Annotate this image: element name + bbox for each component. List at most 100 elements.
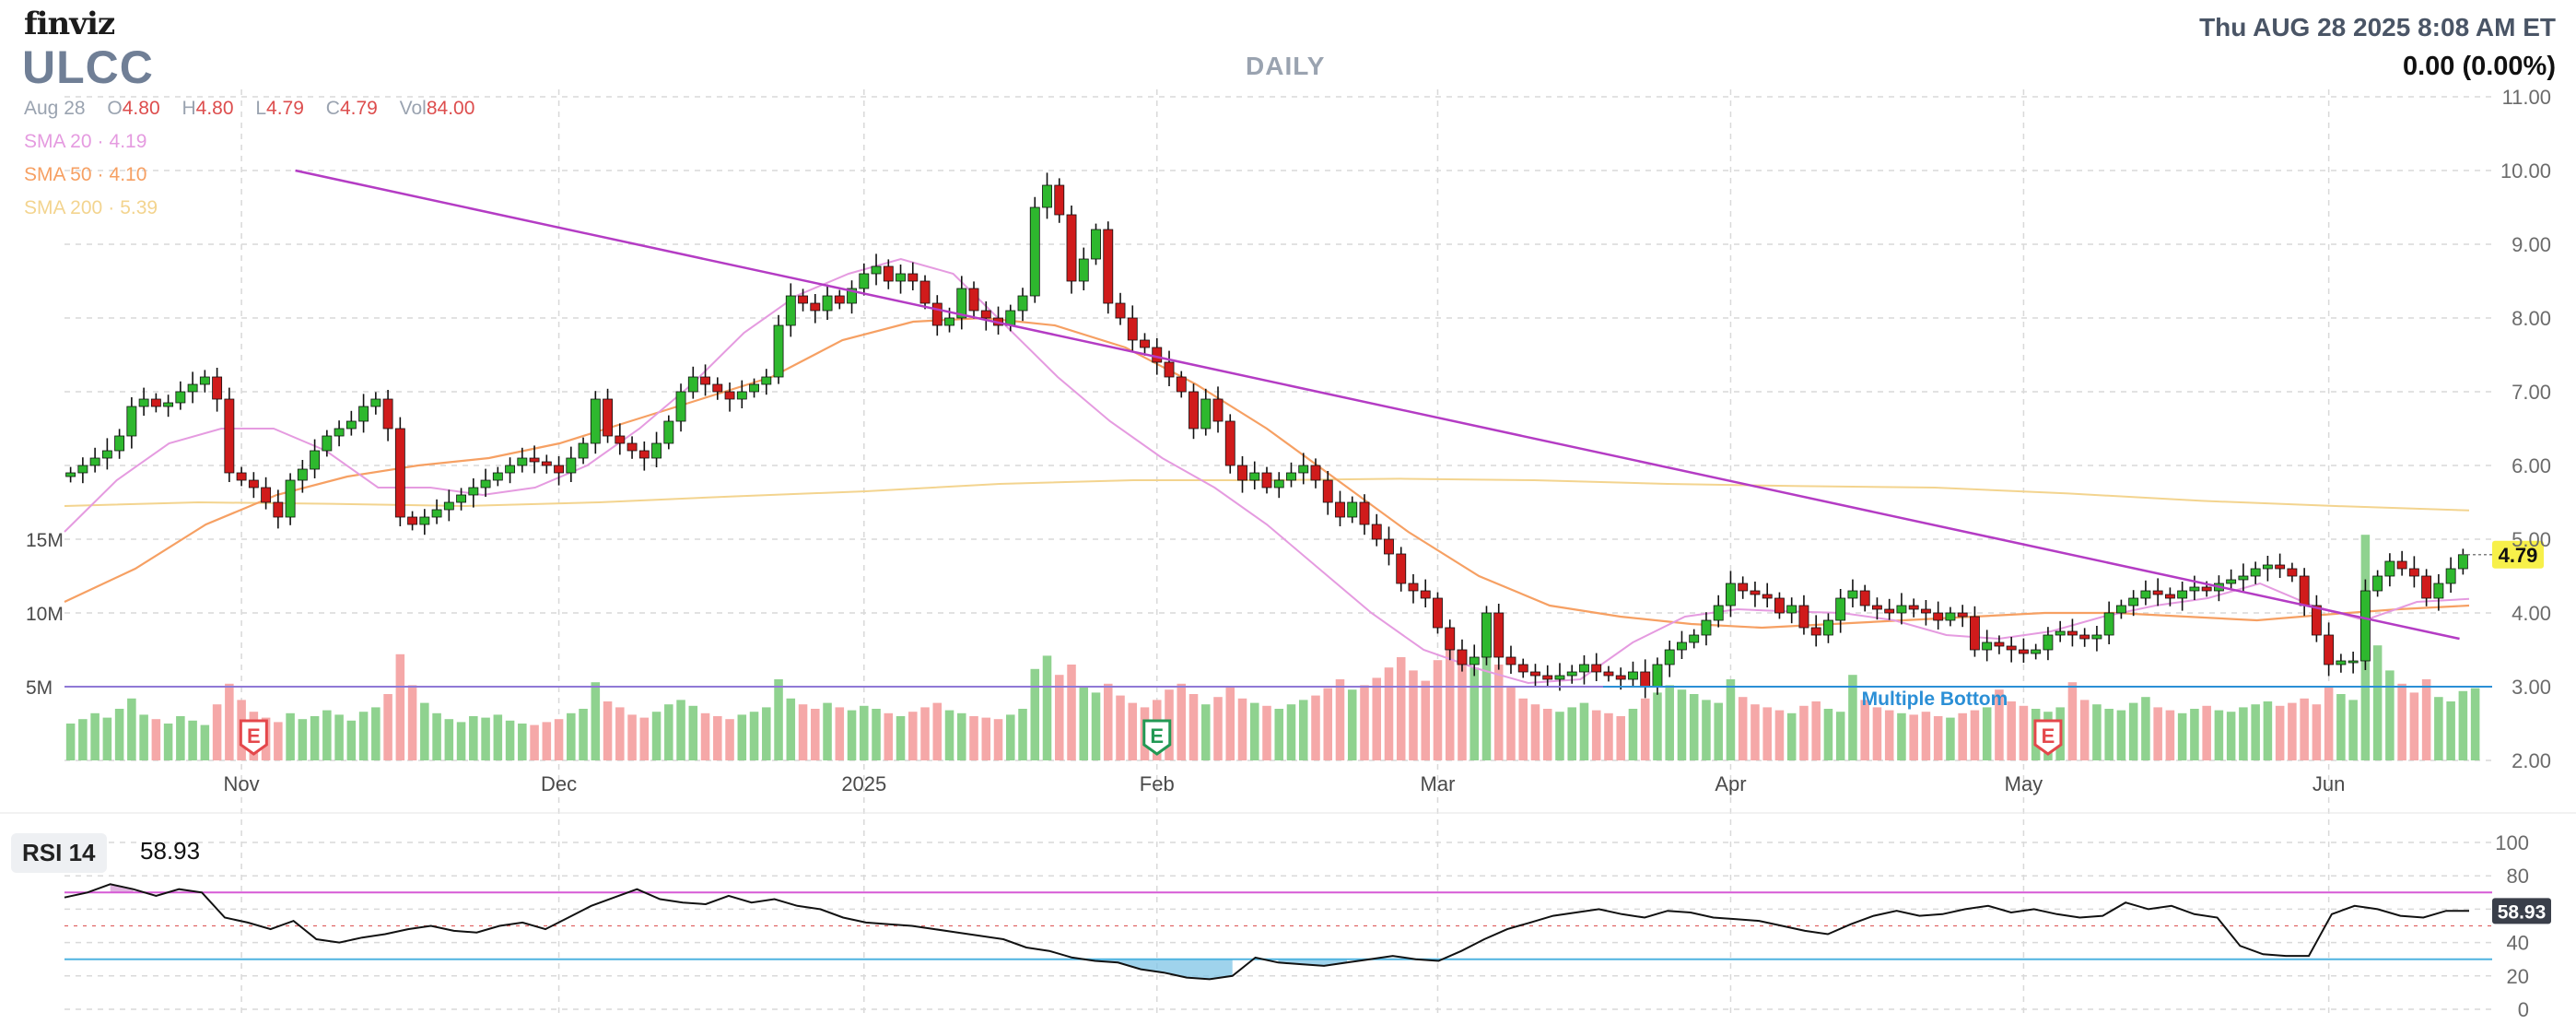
rsi-line — [64, 883, 2470, 981]
candle-body — [1554, 675, 1565, 680]
candle-body — [907, 273, 919, 282]
volume-bar — [469, 716, 478, 760]
candle-body — [1420, 590, 1431, 599]
volume-bar — [114, 709, 124, 760]
volume-bar — [1786, 712, 1797, 760]
volume-bar — [102, 717, 112, 760]
sma200-legend[interactable]: SMA 200 · 5.39 — [24, 197, 158, 218]
volume-bar — [579, 709, 588, 760]
candle-body — [2336, 660, 2347, 665]
candle-body — [1713, 605, 1724, 621]
candle-body — [1335, 501, 1345, 518]
volume-bar — [603, 701, 613, 760]
volume-bar — [749, 712, 759, 760]
rsi-label[interactable]: RSI 14 — [11, 833, 107, 873]
candle-body — [2006, 645, 2017, 651]
volume-bar — [554, 719, 564, 760]
rsi-tick-label: 80 — [2507, 865, 2529, 888]
candle-body — [150, 398, 161, 407]
candle-body — [1273, 479, 1284, 489]
timeframe-label[interactable]: DAILY — [1246, 52, 1326, 80]
candle-body — [1738, 583, 1749, 592]
finviz-logo[interactable]: finviz — [24, 6, 115, 42]
volume-bar — [969, 716, 978, 760]
volume-bar — [505, 720, 515, 760]
candle-body — [2152, 590, 2163, 595]
candle-body — [2262, 564, 2273, 570]
volume-bar — [518, 724, 527, 760]
volume-bar — [1628, 709, 1638, 760]
rsi-oversold-fill — [1095, 959, 1233, 980]
candle-layer — [65, 172, 2468, 699]
volume-bar — [1579, 702, 1589, 760]
volume-bar — [1835, 712, 1845, 760]
volume-layer — [65, 535, 2480, 760]
volume-bar — [1433, 660, 1443, 760]
candle-body — [2128, 597, 2139, 606]
candle-body — [199, 376, 210, 385]
sma50-legend[interactable]: SMA 50 · 4.10 — [24, 164, 147, 185]
candle-body — [1957, 612, 1968, 618]
candle-body — [798, 295, 808, 304]
candle-body — [248, 479, 259, 489]
volume-bar — [2079, 700, 2090, 760]
candle-body — [2189, 586, 2200, 592]
candle-body — [89, 457, 100, 466]
candle-body — [1298, 465, 1309, 474]
earnings-badge — [239, 719, 268, 756]
volume-bar — [1982, 707, 1992, 760]
rsi-tick-label: 20 — [2507, 965, 2529, 988]
volume-bar — [823, 702, 832, 760]
volume-bar — [2421, 679, 2431, 760]
candle-body — [285, 479, 296, 518]
volume-bar — [1689, 694, 1699, 760]
candle-body — [2324, 634, 2335, 665]
earnings-letter: E — [1150, 724, 1164, 748]
volume-bar — [762, 707, 771, 760]
volume-bar — [2128, 702, 2138, 760]
price-tick-label: 7.00 — [2512, 381, 2551, 404]
volume-bar — [664, 704, 673, 760]
candle-body — [980, 310, 991, 319]
volume-bar — [432, 712, 441, 760]
candle-body — [2421, 575, 2432, 599]
candle-body — [1481, 612, 1492, 658]
sma50-label: SMA 50 — [24, 164, 92, 185]
candle-body — [1322, 479, 1333, 503]
volume-bar — [139, 714, 148, 760]
volume-bar — [420, 702, 429, 760]
candle-body — [2103, 612, 2114, 636]
candle-body — [1542, 675, 1553, 680]
candle-body — [1445, 627, 1456, 651]
candle-body — [712, 383, 723, 393]
candle-body — [2164, 594, 2175, 599]
candle-body — [2067, 630, 2078, 636]
volume-bar — [1372, 677, 1382, 760]
candle-body — [1835, 597, 1846, 621]
candle-body — [2018, 649, 2029, 654]
candle-body — [1615, 675, 1626, 680]
volume-bar — [456, 722, 466, 760]
candle-body — [1188, 391, 1199, 430]
volume-bar — [2434, 697, 2443, 760]
volume-bar — [1872, 707, 1882, 760]
candle-body — [1249, 472, 1260, 481]
candle-body — [1054, 184, 1065, 216]
sma20-legend[interactable]: SMA 20 · 4.19 — [24, 131, 147, 152]
volume-bar — [298, 719, 308, 760]
candle-body — [700, 376, 710, 385]
candle-body — [273, 501, 284, 518]
x-axis-label: Feb — [1140, 772, 1175, 795]
candle-body — [236, 472, 247, 481]
price-tick-label: 3.00 — [2512, 676, 2551, 699]
volume-bar — [1799, 705, 1809, 760]
volume-bar — [2300, 698, 2309, 760]
candle-body — [2311, 605, 2322, 636]
volume-bar — [1249, 702, 1259, 760]
candle-body — [1261, 472, 1272, 489]
candle-body — [896, 273, 906, 282]
volume-bar — [407, 685, 417, 760]
candle-body — [1726, 583, 1736, 606]
annotation-layer: Multiple BottomEEEE4.79 — [64, 169, 2544, 756]
